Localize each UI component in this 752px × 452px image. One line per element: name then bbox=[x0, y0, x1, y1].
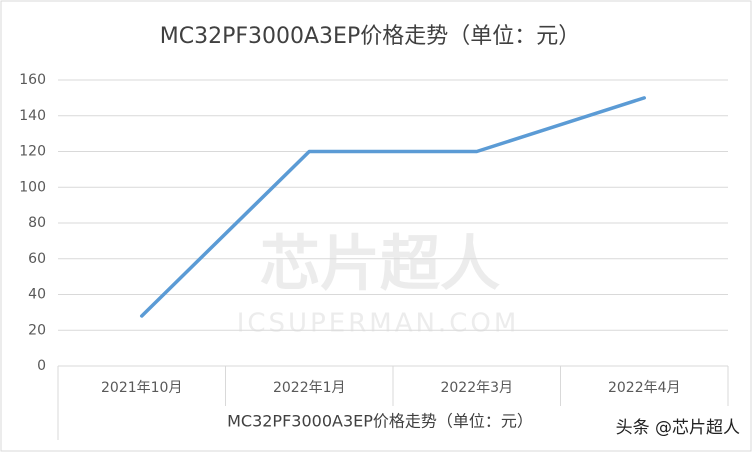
y-tick-label: 140 bbox=[19, 108, 46, 124]
y-tick-label: 160 bbox=[19, 72, 46, 88]
x-tick-label: 2022年1月 bbox=[273, 380, 346, 396]
watermark: ICSUPERMAN.COM bbox=[237, 309, 520, 339]
chart-title: MC32PF3000A3EP价格走势（单位：元） bbox=[160, 24, 580, 49]
watermark: 芯片超人 bbox=[260, 230, 500, 300]
source: 头条 @芯片超人 bbox=[616, 418, 740, 438]
x-tick-label: 2022年4月 bbox=[608, 380, 681, 396]
x-tick-label: 2022年3月 bbox=[440, 380, 513, 396]
plot: 0 20 40 60 80 100 120 140 160 2021年10月 2022年1月 2022… bbox=[19, 72, 729, 440]
y-tick-label: 120 bbox=[19, 144, 46, 160]
line-series bbox=[140, 96, 646, 318]
y-tick-label: 80 bbox=[28, 215, 46, 231]
y-tick-label: 0 bbox=[37, 358, 46, 374]
y-tick-label: 60 bbox=[28, 251, 46, 267]
y-tick-label: 100 bbox=[19, 179, 46, 195]
x-tick-label: 2021年10月 bbox=[101, 380, 182, 396]
x-axis-title: MC32PF3000A3EP价格走势（单位：元） bbox=[227, 412, 533, 431]
y-tick-label: 20 bbox=[28, 322, 46, 338]
y-tick-label: 40 bbox=[28, 287, 46, 303]
